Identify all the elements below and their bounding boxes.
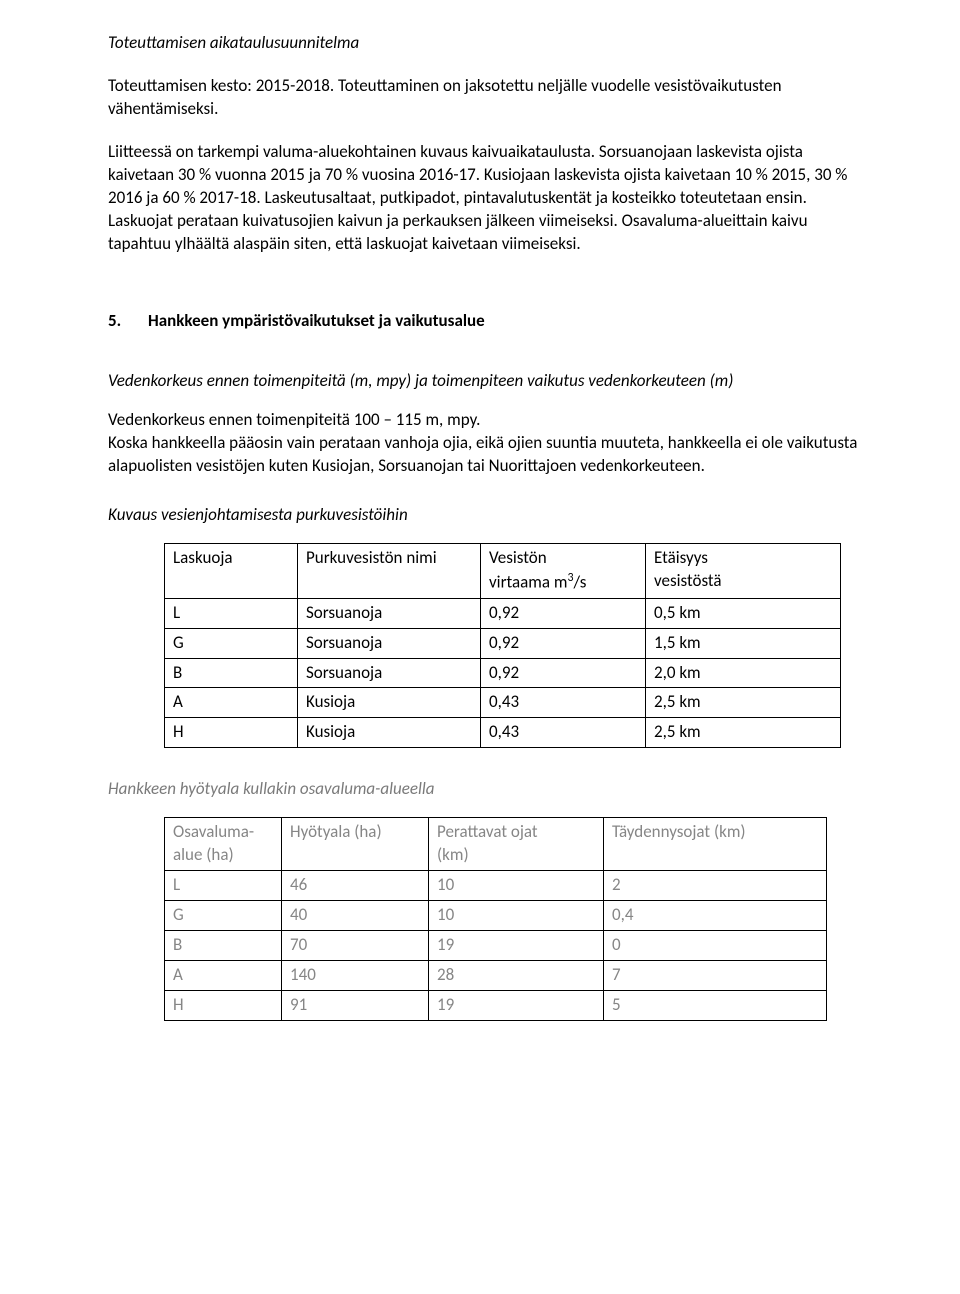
subheading-discharge: Kuvaus vesienjohtamisesta purkuvesistöih… bbox=[108, 504, 864, 527]
cell: 2 bbox=[604, 871, 827, 901]
section-5-heading: 5. Hankkeen ympäristövaikutukset ja vaik… bbox=[108, 310, 864, 333]
cell: B bbox=[165, 658, 298, 688]
label: vesistöstä bbox=[654, 570, 722, 591]
cell: 0 bbox=[604, 931, 827, 961]
cell: 46 bbox=[282, 871, 429, 901]
benefit-table: Osavaluma- alue (ha) Hyötyala (ha) Perat… bbox=[164, 817, 827, 1021]
table-row: A Kusioja 0,43 2,5 km bbox=[165, 688, 841, 718]
cell: 0,43 bbox=[481, 688, 646, 718]
cell: 2,5 km bbox=[646, 688, 841, 718]
table-row: B 70 19 0 bbox=[165, 931, 827, 961]
table-header-row: Osavaluma- alue (ha) Hyötyala (ha) Perat… bbox=[165, 818, 827, 871]
table-row: G 40 10 0,4 bbox=[165, 901, 827, 931]
table-header-cell: Osavaluma- alue (ha) bbox=[165, 818, 282, 871]
table-header-cell: Vesistön virtaama m3/s bbox=[481, 544, 646, 599]
cell: G bbox=[165, 901, 282, 931]
cell: H bbox=[165, 990, 282, 1020]
cell: 91 bbox=[282, 990, 429, 1020]
cell: 0,92 bbox=[481, 598, 646, 628]
cell: A bbox=[165, 688, 298, 718]
table-row: H 91 19 5 bbox=[165, 990, 827, 1020]
table-header-row: Laskuoja Purkuvesistön nimi Vesistön vir… bbox=[165, 544, 841, 599]
table-row: B Sorsuanoja 0,92 2,0 km bbox=[165, 658, 841, 688]
label: Perattavat ojat bbox=[437, 821, 538, 842]
cell: 40 bbox=[282, 901, 429, 931]
subheading-benefit: Hankkeen hyötyala kullakin osavaluma-alu… bbox=[108, 778, 864, 801]
cell: 7 bbox=[604, 960, 827, 990]
table-header-cell: Hyötyala (ha) bbox=[282, 818, 429, 871]
cell: 0,43 bbox=[481, 718, 646, 748]
section-number: 5. bbox=[108, 310, 130, 333]
paragraph-3: Vedenkorkeus ennen toimenpiteitä 100 – 1… bbox=[108, 409, 864, 432]
label: Osavaluma- bbox=[173, 821, 254, 842]
table-row: A 140 28 7 bbox=[165, 960, 827, 990]
document-page: Toteuttamisen aikataulusuunnitelma Toteu… bbox=[0, 0, 960, 1294]
cell: 28 bbox=[429, 960, 604, 990]
cell: A bbox=[165, 960, 282, 990]
table-header-cell: Etäisyys vesistöstä bbox=[646, 544, 841, 599]
cell: 140 bbox=[282, 960, 429, 990]
cell: 19 bbox=[429, 990, 604, 1020]
cell: Kusioja bbox=[298, 688, 481, 718]
cell: Kusioja bbox=[298, 718, 481, 748]
section-title: Hankkeen ympäristövaikutukset ja vaikutu… bbox=[148, 310, 485, 333]
cell: Sorsuanoja bbox=[298, 658, 481, 688]
cell: 1,5 km bbox=[646, 628, 841, 658]
paragraph-4: Koska hankkeella pääosin vain perataan v… bbox=[108, 432, 864, 478]
label: Vesistön bbox=[489, 547, 547, 568]
table-header-cell: Perattavat ojat (km) bbox=[429, 818, 604, 871]
label: Etäisyys bbox=[654, 547, 708, 568]
paragraph-1: Toteuttamisen kesto: 2015-2018. Toteutta… bbox=[108, 75, 864, 121]
label: /s bbox=[573, 572, 586, 593]
subheading-waterlevel: Vedenkorkeus ennen toimenpiteitä (m, mpy… bbox=[108, 370, 864, 393]
cell: Sorsuanoja bbox=[298, 628, 481, 658]
cell: 0,92 bbox=[481, 628, 646, 658]
cell: 5 bbox=[604, 990, 827, 1020]
cell: 2,0 km bbox=[646, 658, 841, 688]
cell: Sorsuanoja bbox=[298, 598, 481, 628]
paragraph-2: Liitteessä on tarkempi valuma-aluekohtai… bbox=[108, 141, 864, 256]
cell: 19 bbox=[429, 931, 604, 961]
cell: 70 bbox=[282, 931, 429, 961]
cell: 10 bbox=[429, 871, 604, 901]
table-header-cell: Laskuoja bbox=[165, 544, 298, 599]
cell: 0,4 bbox=[604, 901, 827, 931]
table-row: G Sorsuanoja 0,92 1,5 km bbox=[165, 628, 841, 658]
label: alue (ha) bbox=[173, 844, 234, 865]
cell: H bbox=[165, 718, 298, 748]
cell: 0,5 km bbox=[646, 598, 841, 628]
schedule-heading: Toteuttamisen aikataulusuunnitelma bbox=[108, 32, 864, 55]
cell: 10 bbox=[429, 901, 604, 931]
table-row: L 46 10 2 bbox=[165, 871, 827, 901]
table-header-cell: Purkuvesistön nimi bbox=[298, 544, 481, 599]
cell: 0,92 bbox=[481, 658, 646, 688]
table-row: L Sorsuanoja 0,92 0,5 km bbox=[165, 598, 841, 628]
table-row: H Kusioja 0,43 2,5 km bbox=[165, 718, 841, 748]
table-header-cell: Täydennysojat (km) bbox=[604, 818, 827, 871]
label: (km) bbox=[437, 844, 469, 865]
cell: L bbox=[165, 598, 298, 628]
discharge-table: Laskuoja Purkuvesistön nimi Vesistön vir… bbox=[164, 543, 841, 748]
label: virtaama m bbox=[489, 572, 567, 593]
cell: L bbox=[165, 871, 282, 901]
cell: G bbox=[165, 628, 298, 658]
cell: 2,5 km bbox=[646, 718, 841, 748]
cell: B bbox=[165, 931, 282, 961]
